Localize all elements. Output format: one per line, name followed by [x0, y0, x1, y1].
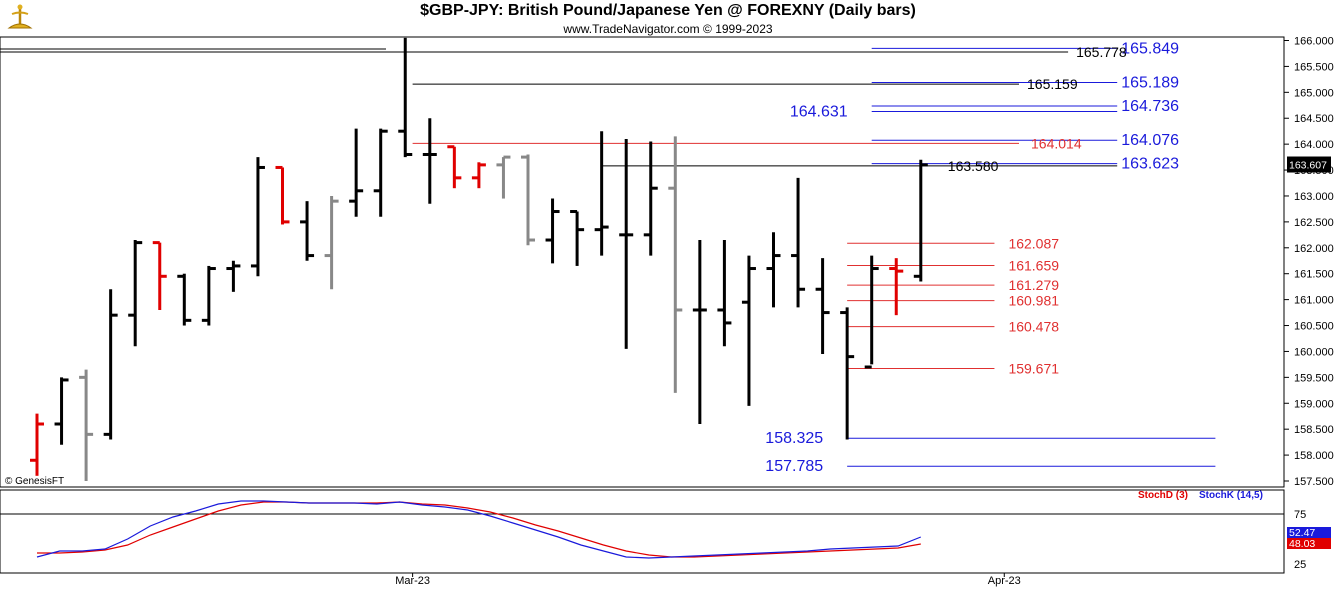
level-label: 165.778	[1076, 44, 1127, 60]
stoch-d-value-box	[1287, 538, 1331, 549]
price-tick-label: 162.500	[1294, 217, 1334, 229]
price-tick-label: 165.500	[1294, 61, 1334, 73]
current-price-box	[1287, 156, 1331, 173]
current-price-label: 163.607	[1289, 160, 1327, 172]
level-label: 157.785	[765, 458, 823, 475]
date-tick-label: Mar-23	[395, 575, 430, 587]
level-label: 164.631	[790, 103, 848, 120]
level-label: 160.478	[1008, 319, 1059, 335]
watermark-text: © GenesisFT	[5, 476, 64, 487]
price-tick-label: 159.500	[1294, 372, 1334, 384]
price-tick-label: 159.000	[1294, 398, 1334, 410]
level-label: 161.279	[1008, 277, 1059, 293]
price-axis: 166.000165.500165.000164.500164.000163.5…	[1284, 36, 1334, 488]
level-label: 164.014	[1031, 135, 1082, 151]
price-tick-label: 162.000	[1294, 243, 1334, 255]
price-tick-label: 164.000	[1294, 139, 1334, 151]
legend-stoch-d: StochD (3)	[1138, 490, 1188, 501]
price-tick-label: 166.000	[1294, 36, 1334, 48]
level-label: 160.981	[1008, 293, 1059, 309]
chart-subtitle: www.TradeNavigator.com © 1999-2023	[563, 22, 773, 36]
date-axis: Mar-23 Apr-23	[395, 573, 1021, 587]
chart-frame	[0, 36, 1285, 574]
price-tick-label: 161.500	[1294, 269, 1334, 281]
date-tick-label: Apr-23	[988, 575, 1021, 587]
price-bars	[30, 37, 928, 481]
stoch-d-value: 48.03	[1289, 538, 1315, 550]
chart-title: $GBP-JPY: British Pound/Japanese Yen @ F…	[420, 2, 916, 19]
level-label: 165.159	[1027, 76, 1078, 92]
level-label: 164.736	[1121, 98, 1179, 115]
price-tick-label: 157.500	[1294, 476, 1334, 488]
level-label: 161.659	[1008, 257, 1059, 273]
stoch-k-line	[36, 500, 922, 559]
level-label: 165.189	[1121, 75, 1179, 92]
trade-navigator-logo-icon	[4, 2, 36, 34]
price-tick-label: 158.500	[1294, 424, 1334, 436]
legend-stoch-k: StochK (14,5)	[1199, 490, 1263, 501]
price-tick-label: 158.000	[1294, 450, 1334, 462]
level-label: 159.671	[1008, 360, 1059, 376]
stoch-d-line	[37, 501, 921, 558]
stoch-panel-border	[0, 489, 1285, 574]
level-label: 158.325	[765, 430, 823, 447]
level-label: 165.849	[1121, 40, 1179, 57]
price-panel-border	[0, 36, 1285, 488]
price-tick-label: 161.000	[1294, 295, 1334, 307]
stoch-k-value: 52.47	[1289, 527, 1315, 539]
stoch-tick-label: 75	[1294, 509, 1306, 521]
price-tick-label: 163.000	[1294, 191, 1334, 203]
price-tick-label: 165.000	[1294, 87, 1334, 99]
stoch-tick-label: 25	[1294, 559, 1306, 571]
price-tick-label: 160.500	[1294, 321, 1334, 333]
stoch-k-value-box	[1287, 527, 1331, 538]
price-tick-label: 160.000	[1294, 346, 1334, 358]
level-label: 163.623	[1121, 156, 1179, 173]
level-label: 164.076	[1121, 132, 1179, 149]
level-label: 163.580	[948, 158, 999, 174]
level-label: 162.087	[1008, 235, 1059, 251]
price-tick-label: 164.500	[1294, 113, 1334, 125]
